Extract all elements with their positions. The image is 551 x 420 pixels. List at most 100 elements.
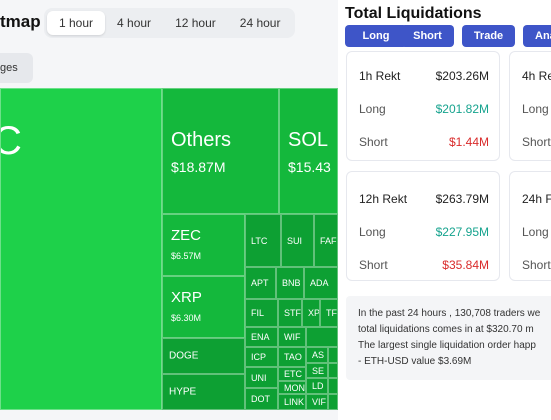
time-tabs: 1 hour 4 hour 12 hour 24 hour [44, 8, 296, 38]
tile-ltc[interactable]: LTC [245, 214, 281, 267]
long-button[interactable]: Long [345, 25, 407, 47]
card-1h-long-value: $201.82M [435, 102, 489, 116]
short-button[interactable]: Short [401, 25, 454, 47]
card-24h-long-label: Long [522, 225, 549, 239]
tile-bnb-name: BNB [282, 278, 301, 288]
tab-4-hour[interactable]: 4 hour [117, 16, 152, 30]
tile-link[interactable]: LINK [278, 394, 306, 410]
liquidation-heatmap: C Others $18.87M SOL $15.43 ZEC $6.57M X… [0, 88, 338, 410]
tile-zec-value: $6.57M [171, 251, 202, 261]
card-1h-short-value: $1.44M [448, 135, 489, 149]
tile-unlabeled-1[interactable] [306, 327, 338, 347]
tile-others-value: $18.87M [171, 159, 226, 175]
card-4h-label: 4h Re [522, 69, 551, 83]
tile-se-name: SE [312, 365, 325, 376]
tile-fil[interactable]: FIL [245, 299, 278, 327]
liquidation-summary: In the past 24 hours , 130,708 traders w… [346, 296, 551, 380]
card-12h-long-label: Long [359, 225, 386, 239]
tile-sui[interactable]: SUI [281, 214, 314, 267]
liquidations-panel: Total Liquidations Long Short Trade Ana … [338, 0, 551, 420]
card-12h-long-value: $227.95M [435, 225, 489, 239]
tile-unlabeled-2[interactable] [328, 347, 338, 363]
tile-zec[interactable]: ZEC $6.57M [162, 214, 245, 276]
tile-as[interactable]: AS [306, 347, 328, 363]
tile-others[interactable]: Others $18.87M [162, 88, 279, 214]
tile-sol-name: SOL [288, 129, 329, 151]
card-12h-rekt: 12h Rekt $263.79M Long $227.95M Short $3… [346, 171, 500, 281]
summary-line-2: total liquidations comes in at $320.70 m [358, 324, 534, 335]
tile-sui-name: SUI [287, 235, 303, 246]
tile-tf[interactable]: TF [320, 299, 338, 327]
tile-ena-name: ENA [251, 332, 270, 342]
card-4h-long-label: Long [522, 102, 549, 116]
tile-ena[interactable]: ENA [245, 327, 278, 347]
tile-etc-name: ETC [284, 369, 302, 379]
tile-icp[interactable]: ICP [245, 347, 278, 367]
tile-ada-name: ADA [310, 278, 329, 288]
tile-hype-name: HYPE [169, 386, 197, 398]
tile-dot[interactable]: DOT [245, 388, 278, 410]
tab-1-hour[interactable]: 1 hour [47, 11, 106, 35]
liquidations-title: Total Liquidations [345, 5, 482, 22]
tile-unlabeled-4[interactable] [328, 378, 338, 394]
tile-fil-name: FIL [251, 308, 265, 318]
ranges-chip[interactable]: ges [0, 53, 33, 83]
tile-unlabeled-5[interactable] [328, 394, 338, 410]
tile-apt[interactable]: APT [245, 267, 276, 299]
tile-tao-name: TAO [284, 352, 302, 362]
tile-vif[interactable]: VIF [306, 394, 328, 410]
tile-faf-name: FAF [320, 235, 337, 246]
tile-bnb[interactable]: BNB [276, 267, 304, 299]
card-12h-total: $263.79M [435, 192, 489, 206]
tile-xp-name: XP [308, 308, 320, 318]
tile-unlabeled-3[interactable] [328, 363, 338, 378]
tile-xp[interactable]: XP [302, 299, 320, 327]
card-4h-short-label: Short [522, 135, 551, 149]
tile-etc[interactable]: ETC [278, 367, 306, 381]
heatmap-title: tmap [0, 12, 41, 31]
tile-tao[interactable]: TAO [278, 347, 306, 367]
card-1h-short-label: Short [359, 135, 388, 149]
tile-ada[interactable]: ADA [304, 267, 338, 299]
tile-dot-name: DOT [251, 394, 270, 404]
tile-faf[interactable]: FAF [314, 214, 338, 267]
tile-zec-name: ZEC [171, 227, 201, 244]
tab-12-hour[interactable]: 12 hour [175, 16, 216, 30]
tile-xrp-value: $6.30M [171, 313, 202, 323]
tile-link-name: LINK [284, 397, 305, 407]
tile-ld[interactable]: LD [306, 378, 328, 394]
tile-doge[interactable]: DOGE [162, 338, 245, 374]
card-1h-long-label: Long [359, 102, 386, 116]
tile-btc-label: C [1, 119, 22, 164]
tile-stf-name: STF [284, 308, 301, 318]
card-1h-label: 1h Rekt [359, 69, 401, 83]
tile-icp-name: ICP [251, 352, 267, 362]
card-1h-rekt: 1h Rekt $203.26M Long $201.82M Short $1.… [346, 51, 500, 161]
tile-wif[interactable]: WIF [278, 327, 306, 347]
analytics-button[interactable]: Ana [523, 25, 551, 47]
card-1h-total: $203.26M [435, 69, 489, 83]
tile-vif-name: VIF [312, 397, 327, 407]
tile-stf[interactable]: STF [278, 299, 302, 327]
tab-24-hour[interactable]: 24 hour [239, 16, 281, 30]
tile-ld-name: LD [312, 381, 324, 391]
tile-uni[interactable]: UNI [245, 367, 278, 388]
tile-ltc-name: LTC [251, 235, 268, 246]
tile-se[interactable]: SE [306, 363, 328, 378]
tile-btc[interactable]: C [0, 88, 162, 410]
tile-tf-name: TF [326, 308, 337, 318]
summary-line-1: In the past 24 hours , 130,708 traders w… [358, 308, 541, 319]
card-24h-label: 24h F [522, 192, 551, 206]
tile-sol-value: $15.43 [288, 159, 331, 175]
trade-button[interactable]: Trade [462, 25, 515, 47]
tile-sol[interactable]: SOL $15.43 [279, 88, 338, 214]
card-24h-rekt: 24h F Long Short [509, 171, 551, 281]
summary-line-3: The largest single liquidation order hap… [358, 340, 536, 351]
tile-xrp[interactable]: XRP $6.30M [162, 276, 245, 338]
card-12h-short-label: Short [359, 258, 388, 272]
card-12h-label: 12h Rekt [359, 192, 408, 206]
heatmap-panel: tmap 1 hour 4 hour 12 hour 24 hour ges C… [0, 8, 338, 410]
tile-apt-name: APT [251, 278, 269, 288]
tile-mon[interactable]: MON [278, 381, 306, 394]
tile-hype[interactable]: HYPE [162, 374, 245, 410]
